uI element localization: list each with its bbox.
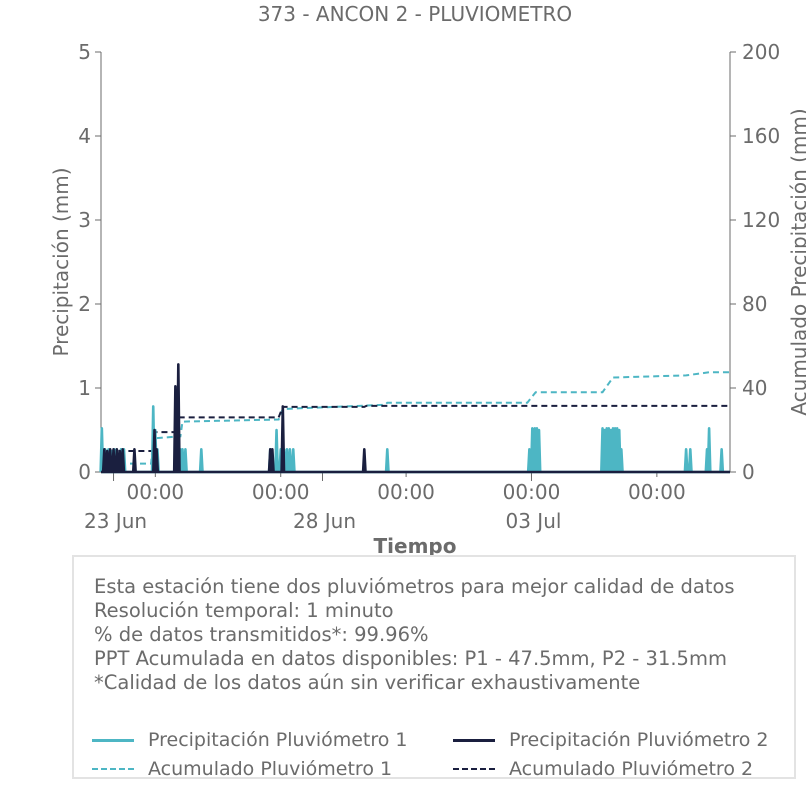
x-date-label: 28 Jun bbox=[293, 509, 356, 533]
y2-tick-label: 40 bbox=[742, 376, 767, 400]
legend-item-p1: Precipitación Pluviómetro 1 bbox=[92, 729, 408, 751]
chart-title: 373 - ANCON 2 - PLUVIOMETRO bbox=[258, 2, 572, 26]
y-tick-label: 0 bbox=[78, 460, 91, 484]
legend-item-p2: Precipitación Pluviómetro 2 bbox=[453, 729, 769, 751]
legend-item-acc2: Acumulado Pluviómetro 2 bbox=[453, 758, 753, 780]
series-precip-p2 bbox=[101, 363, 730, 474]
x-axis: 00:00 00:00 00:00 00:00 00:00 23 Jun 28 Jun 03 … bbox=[84, 471, 730, 533]
x-date-label: 03 Jul bbox=[506, 509, 562, 533]
precipitation-chart: 373 - ANCON 2 - PLUVIOMETRO 0 1 2 3 4 5 0 40 80… bbox=[49, 2, 806, 556]
left-y-axis: 0 1 2 3 4 5 bbox=[78, 40, 102, 484]
legend-label: Acumulado Pluviómetro 1 bbox=[148, 758, 393, 780]
y2-tick-label: 120 bbox=[742, 208, 780, 232]
y-tick-label: 1 bbox=[78, 376, 91, 400]
series-layer bbox=[99, 363, 730, 474]
series-precip-p1 bbox=[99, 405, 730, 474]
info-line: % de datos transmitidos*: 99.96% bbox=[94, 623, 429, 646]
x-tick-label: 00:00 bbox=[252, 480, 310, 504]
x-tick-label: 00:00 bbox=[127, 480, 185, 504]
y-tick-label: 4 bbox=[78, 124, 91, 148]
right-y-axis: 0 40 80 120 160 200 bbox=[729, 40, 780, 484]
legend-label: Precipitación Pluviómetro 2 bbox=[509, 729, 769, 751]
legend-item-acc1: Acumulado Pluviómetro 1 bbox=[92, 758, 392, 780]
info-legend-box: Esta estación tiene dos pluviómetros par… bbox=[72, 555, 796, 780]
series-acum-p2 bbox=[100, 404, 730, 459]
y-axis-label: Precipitación (mm) bbox=[49, 167, 73, 356]
series-acum-p1 bbox=[100, 371, 730, 469]
info-line: Resolución temporal: 1 minuto bbox=[94, 599, 394, 622]
legend-swatch bbox=[92, 768, 134, 770]
legend-swatch bbox=[453, 768, 495, 770]
legend-swatch bbox=[92, 738, 134, 742]
x-tick-label: 00:00 bbox=[377, 480, 435, 504]
y2-tick-label: 80 bbox=[742, 292, 767, 316]
y2-axis-label: Acumulado Precipitación (mm) bbox=[787, 108, 806, 415]
info-line: *Calidad de los datos aún sin verificar … bbox=[94, 671, 641, 694]
x-tick-label: 00:00 bbox=[503, 480, 561, 504]
legend-swatch bbox=[453, 738, 495, 742]
x-date-label: 23 Jun bbox=[84, 509, 147, 533]
y2-tick-label: 160 bbox=[742, 124, 780, 148]
x-tick-label: 00:00 bbox=[628, 480, 686, 504]
y-tick-label: 2 bbox=[78, 292, 91, 316]
info-text: Esta estación tiene dos pluviómetros par… bbox=[94, 575, 735, 695]
x-axis-label: Tiempo bbox=[374, 534, 457, 556]
legend-label: Precipitación Pluviómetro 1 bbox=[148, 729, 408, 751]
info-line: PPT Acumulada en datos disponibles: P1 -… bbox=[94, 647, 727, 670]
y2-tick-label: 0 bbox=[742, 460, 755, 484]
legend-label: Acumulado Pluviómetro 2 bbox=[509, 758, 754, 780]
y2-tick-label: 200 bbox=[742, 40, 780, 64]
info-line: Esta estación tiene dos pluviómetros par… bbox=[94, 575, 735, 598]
y-tick-label: 3 bbox=[78, 208, 91, 232]
y-tick-label: 5 bbox=[78, 40, 91, 64]
